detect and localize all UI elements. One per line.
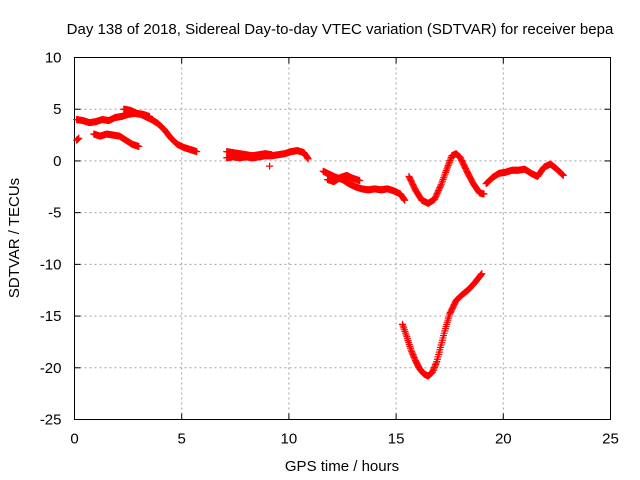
x-tick-label: 20	[495, 431, 512, 448]
data-point	[356, 177, 364, 185]
grid-lines	[74, 57, 611, 420]
data-point	[146, 112, 154, 120]
data-point	[409, 351, 417, 359]
data-point	[193, 148, 201, 156]
x-tick-label: 10	[281, 431, 298, 448]
data-point	[400, 195, 408, 203]
data-point	[73, 136, 81, 144]
x-tick-label: 0	[70, 431, 78, 448]
data-point	[266, 162, 274, 170]
data-series	[319, 167, 409, 204]
data-point	[401, 196, 409, 204]
data-series	[90, 130, 143, 150]
data-point	[430, 365, 438, 373]
axis-ticks	[74, 57, 611, 420]
y-tick-label: -25	[40, 412, 62, 429]
data-point	[480, 190, 488, 198]
data-point	[400, 324, 408, 332]
data-series	[323, 171, 364, 186]
y-tick-label: 10	[45, 50, 62, 67]
data-point	[135, 142, 143, 150]
data-point	[432, 361, 440, 369]
data-point	[447, 155, 455, 163]
data-point	[477, 271, 485, 279]
data-point	[401, 327, 409, 335]
data-point	[558, 170, 566, 178]
data-series	[120, 105, 154, 120]
data-point	[408, 348, 416, 356]
x-tick-label: 5	[178, 431, 186, 448]
data-point	[408, 349, 416, 357]
data-series	[482, 160, 567, 188]
data-point	[432, 359, 440, 367]
data-series	[73, 134, 83, 144]
data-point	[268, 151, 276, 159]
data-series	[223, 148, 276, 160]
data-point	[429, 368, 437, 376]
y-tick-label: -15	[40, 308, 62, 325]
data-point	[444, 162, 452, 170]
data-point	[399, 320, 407, 328]
data-point	[304, 154, 312, 162]
plot-frame	[74, 57, 611, 420]
data-point	[407, 346, 415, 354]
data-point	[431, 362, 439, 370]
y-tick-label: -5	[48, 205, 61, 222]
data-point	[410, 352, 418, 360]
data-point	[410, 354, 418, 362]
data-point	[304, 155, 312, 163]
data-series	[405, 150, 488, 207]
data-point	[402, 331, 410, 339]
data-point	[74, 135, 82, 143]
x-tick-labels: 0 5 10 15 20 25	[70, 431, 619, 448]
chart-title: Day 138 of 2018, Sidereal Day-to-day VTE…	[67, 21, 614, 38]
x-tick-label: 25	[602, 431, 619, 448]
data-series	[399, 270, 486, 380]
data-series	[266, 162, 274, 170]
y-tick-label: 0	[53, 153, 61, 170]
data-point	[75, 134, 83, 142]
y-tick-label: 5	[53, 101, 61, 118]
data-point	[445, 160, 453, 168]
data-point	[477, 270, 485, 278]
data-point	[430, 363, 438, 371]
y-tick-label: -20	[40, 360, 62, 377]
data-point	[429, 366, 437, 374]
data-point	[399, 322, 407, 330]
data-point	[444, 163, 452, 171]
data-point	[400, 326, 408, 334]
data-points	[73, 105, 567, 380]
data-point	[478, 270, 486, 278]
x-tick-label: 15	[388, 431, 405, 448]
data-point	[559, 171, 567, 179]
data-point	[446, 157, 454, 165]
x-axis-label: GPS time / hours	[285, 458, 399, 475]
y-tick-labels: -25 -20 -15 -10 -5 0 5 10	[40, 50, 62, 429]
data-point	[559, 171, 567, 179]
y-axis-label: SDTVAR / TECUs	[6, 178, 23, 298]
data-point	[436, 182, 444, 190]
data-point	[402, 329, 410, 337]
y-tick-label: -10	[40, 256, 62, 273]
data-point	[445, 158, 453, 166]
